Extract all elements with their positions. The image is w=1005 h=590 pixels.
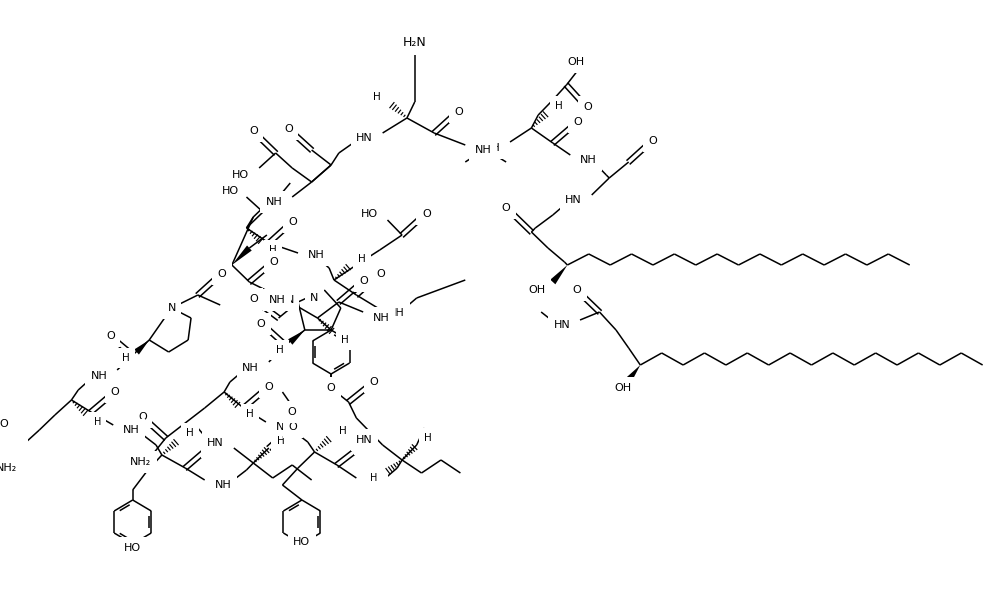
Text: O: O (206, 442, 215, 452)
Text: HO: HO (293, 537, 311, 547)
Text: HN: HN (554, 320, 570, 330)
Text: H: H (359, 254, 366, 264)
Text: H: H (122, 353, 130, 363)
Text: H: H (373, 92, 381, 102)
Text: O: O (288, 422, 297, 432)
Text: NH: NH (580, 155, 597, 165)
Text: NH: NH (475, 145, 491, 155)
Text: HN: HN (356, 435, 373, 445)
Text: H₂N: H₂N (403, 35, 426, 48)
Text: NH: NH (123, 425, 140, 435)
Text: O: O (106, 331, 115, 341)
Text: O: O (111, 387, 120, 397)
Polygon shape (232, 245, 251, 265)
Text: NH₂: NH₂ (0, 463, 17, 473)
Polygon shape (626, 365, 640, 382)
Text: HO: HO (125, 543, 142, 553)
Text: NH: NH (90, 371, 108, 381)
Text: O: O (573, 285, 582, 295)
Text: H: H (341, 335, 349, 345)
Text: NH: NH (275, 422, 292, 432)
Polygon shape (288, 330, 305, 345)
Text: O: O (422, 209, 431, 219)
Text: N: N (168, 303, 176, 313)
Text: O: O (256, 319, 265, 329)
Text: H: H (246, 409, 254, 419)
Text: H: H (269, 245, 276, 255)
Polygon shape (135, 340, 149, 355)
Text: NH₂: NH₂ (130, 457, 151, 467)
Text: O: O (501, 203, 511, 213)
Text: O: O (376, 269, 385, 279)
Text: HO: HO (221, 186, 239, 196)
Text: H: H (339, 426, 347, 436)
Text: NH: NH (483, 143, 500, 153)
Text: O: O (648, 136, 657, 146)
Text: H: H (276, 436, 284, 446)
Text: O: O (584, 102, 592, 112)
Text: NH: NH (242, 363, 259, 373)
Text: NH: NH (388, 308, 404, 318)
Text: O: O (287, 407, 296, 417)
Text: NH: NH (373, 313, 390, 323)
Text: O: O (138, 412, 147, 422)
Text: NH: NH (214, 480, 231, 490)
Text: NH: NH (308, 250, 325, 260)
Text: O: O (0, 419, 8, 429)
Text: HN: HN (207, 438, 224, 448)
Text: HO: HO (361, 209, 378, 219)
Polygon shape (263, 195, 281, 212)
Text: OH: OH (614, 383, 631, 393)
Text: HN: HN (565, 195, 582, 205)
Text: H: H (93, 417, 102, 427)
Text: OH: OH (568, 57, 585, 67)
Text: O: O (360, 439, 369, 449)
Text: O: O (269, 257, 278, 267)
Text: H: H (555, 101, 563, 111)
Text: N: N (285, 295, 293, 305)
Text: H: H (186, 428, 194, 438)
Text: O: O (370, 377, 378, 387)
Text: O: O (454, 107, 463, 117)
Text: O: O (218, 269, 226, 279)
Text: O: O (249, 294, 257, 304)
Text: O: O (327, 383, 336, 393)
Text: HN: HN (356, 133, 373, 143)
Text: H: H (275, 345, 283, 355)
Text: O: O (249, 126, 257, 136)
Text: O: O (264, 382, 273, 392)
Text: O: O (288, 217, 297, 227)
Text: NH: NH (268, 295, 285, 305)
Text: N: N (311, 293, 319, 303)
Text: HO: HO (232, 170, 249, 180)
Text: OH: OH (528, 285, 545, 295)
Text: O: O (360, 276, 369, 286)
Text: NH: NH (366, 478, 383, 488)
Text: O: O (284, 124, 292, 134)
Text: O: O (574, 117, 583, 127)
Text: H: H (371, 473, 378, 483)
Polygon shape (551, 265, 568, 284)
Text: H: H (424, 433, 432, 443)
Text: NH: NH (265, 197, 282, 207)
